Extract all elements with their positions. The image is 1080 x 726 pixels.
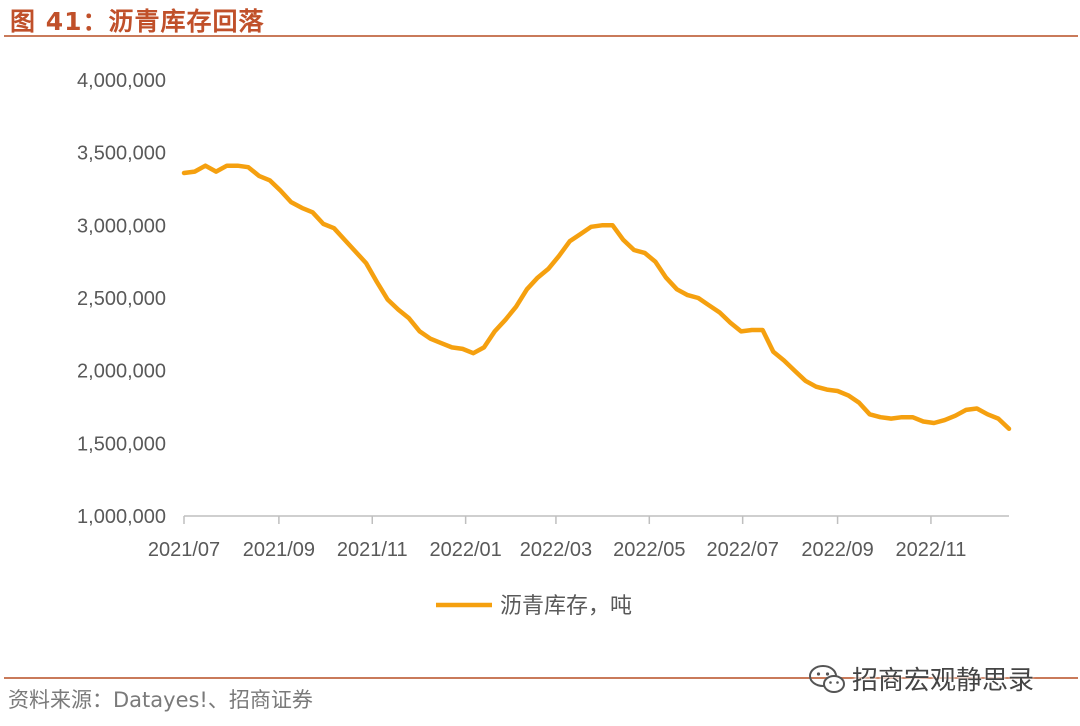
y-tick-label: 1,500,000 bbox=[77, 433, 166, 455]
y-tick-label: 2,000,000 bbox=[77, 361, 166, 383]
x-tick-label: 2022/03 bbox=[520, 539, 592, 561]
source-note: 资料来源：Datayes!、招商证券 bbox=[8, 688, 313, 712]
x-tick-label: 2021/07 bbox=[148, 539, 220, 561]
top-divider bbox=[4, 35, 1078, 37]
x-tick-label: 2022/01 bbox=[429, 539, 501, 561]
legend-label: 沥青库存，吨 bbox=[500, 593, 632, 618]
x-tick-label: 2021/11 bbox=[337, 539, 408, 561]
x-tick-label: 2022/09 bbox=[801, 539, 873, 561]
watermark: 招商宏观静思录 bbox=[808, 660, 1034, 697]
legend: 沥青库存，吨 bbox=[436, 593, 632, 618]
y-tick-label: 1,000,000 bbox=[77, 506, 166, 528]
series-line-inventory bbox=[181, 163, 1012, 432]
x-tick-label: 2021/09 bbox=[243, 539, 315, 561]
line-chart: 1,000,000 1,500,000 2,000,000 2,500,000 3,00… bbox=[77, 70, 1012, 618]
y-tick-label: 3,500,000 bbox=[77, 143, 166, 165]
wechat-icon bbox=[809, 664, 845, 693]
x-tick-label: 2022/11 bbox=[896, 539, 967, 561]
bottom-divider bbox=[4, 677, 1078, 679]
x-tick-label: 2022/07 bbox=[707, 539, 779, 561]
y-axis: 1,000,000 1,500,000 2,000,000 2,500,000 3,00… bbox=[77, 70, 166, 528]
watermark-text: 招商宏观静思录 bbox=[852, 666, 1035, 696]
y-tick-label: 4,000,000 bbox=[77, 70, 166, 92]
x-tick-label: 2022/05 bbox=[613, 539, 685, 561]
y-tick-label: 3,000,000 bbox=[77, 215, 166, 237]
y-tick-label: 2,500,000 bbox=[77, 288, 166, 310]
chart-title: 图 41：沥青库存回落 bbox=[10, 7, 265, 36]
x-axis: 2021/07 2021/09 2021/11 2022/01 2022/03 2022/… bbox=[148, 515, 1009, 561]
series-layer bbox=[181, 163, 1012, 432]
